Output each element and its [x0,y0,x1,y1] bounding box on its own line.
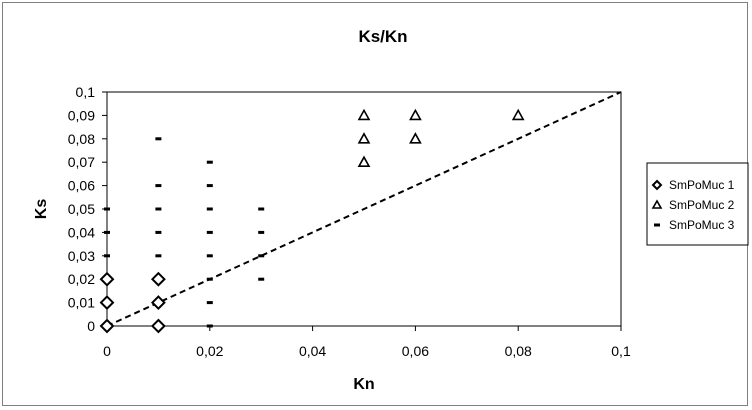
triangle-point [409,132,422,144]
dash-point [104,254,110,258]
y-tick-label: 0,08 [68,131,95,147]
x-tick-label: 0,1 [611,343,631,359]
dash-point [155,137,162,141]
triangle-point [409,108,422,121]
y-tick-label: 0,09 [68,107,95,123]
x-tick-label: 0,04 [299,343,326,359]
y-tick-label: 0,06 [68,178,95,194]
dash-point [206,230,213,234]
y-axis-title: Ks [33,199,50,220]
chart-title: Ks/Kn [358,27,407,46]
legend-marker [654,223,660,227]
x-tick-label: 0 [103,343,111,359]
dash-point [155,230,162,234]
data-points [99,108,525,334]
diamond-point [99,295,115,311]
dash-point [155,207,162,211]
diamond-point [99,271,115,287]
dash-point [206,324,213,328]
dash-point [104,230,110,234]
dash-point [258,207,265,211]
x-axis: 0 0,02 0,04 0,06 0,08 0,1 [103,326,631,359]
diamond-point [150,271,166,287]
legend [646,162,749,246]
y-tick-label: 0 [87,318,95,334]
dash-point [258,277,265,281]
dash-point [155,184,162,188]
y-tick-label: 0,04 [68,224,95,240]
dash-point [206,184,213,188]
dash-point [206,277,213,281]
diamond-point [150,295,166,311]
legend-label: SmPoMuc 2 [669,198,735,212]
dash-point [206,160,213,164]
x-tick-label: 0,08 [505,343,532,359]
dash-point [206,207,213,211]
y-tick-label: 0,03 [68,248,95,264]
dash-point [155,254,162,258]
legend-label: SmPoMuc 1 [669,178,735,192]
diamond-point [99,318,115,334]
y-tick-label: 0,1 [76,84,96,100]
dash-point [206,254,213,258]
reference-line [106,91,622,327]
y-tick-label: 0,01 [68,295,95,311]
triangle-point [357,132,371,144]
legend-marker [651,179,663,191]
legend-items: SmPoMuc 1 SmPoMuc 2 SmPoMuc 3 [651,178,735,232]
dash-point [206,301,213,305]
dash-point [104,207,110,211]
x-tick-label: 0,02 [196,343,223,359]
x-axis-title: Kn [353,376,374,393]
x-tick-label: 0,06 [402,343,429,359]
triangle-point [357,155,371,167]
legend-label: SmPoMuc 3 [669,218,735,232]
triangle-point [511,108,525,121]
triangle-point [357,108,371,121]
y-tick-label: 0,05 [68,201,95,217]
y-axis: 0 0,01 0,02 0,03 0,04 0,05 0,06 0,07 0,08 0,09 0,1 [68,84,107,334]
y-tick-label: 0,07 [68,154,95,170]
y-tick-label: 0,02 [68,271,95,287]
dash-point [258,230,265,234]
diamond-point [150,318,166,334]
legend-marker [651,199,663,209]
dash-point [258,254,265,258]
